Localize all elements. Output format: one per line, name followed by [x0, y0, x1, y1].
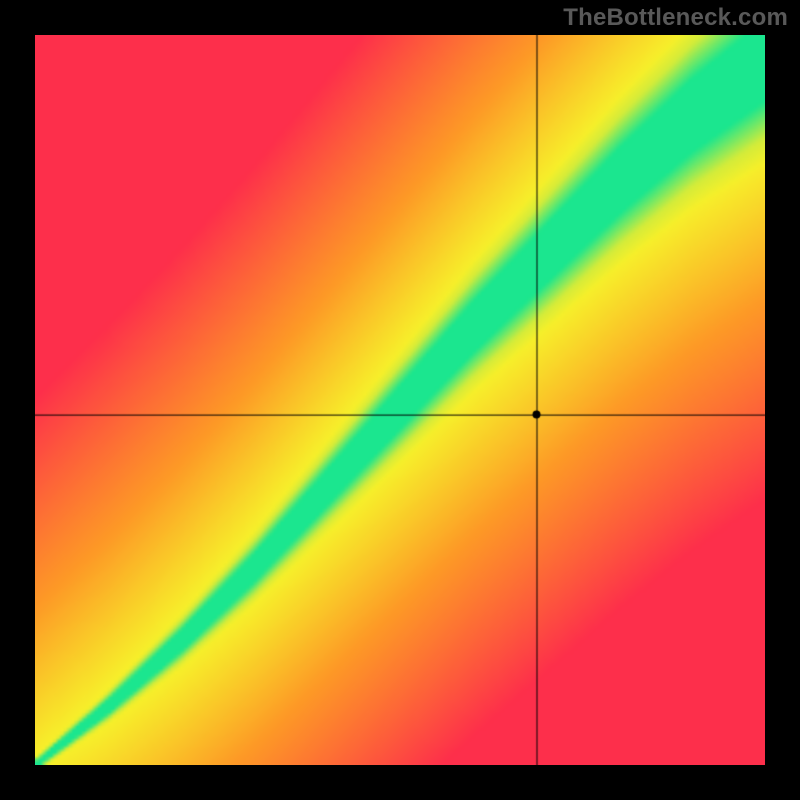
chart-container: TheBottleneck.com	[0, 0, 800, 800]
bottleneck-heatmap	[35, 35, 765, 765]
watermark-text: TheBottleneck.com	[563, 4, 788, 32]
